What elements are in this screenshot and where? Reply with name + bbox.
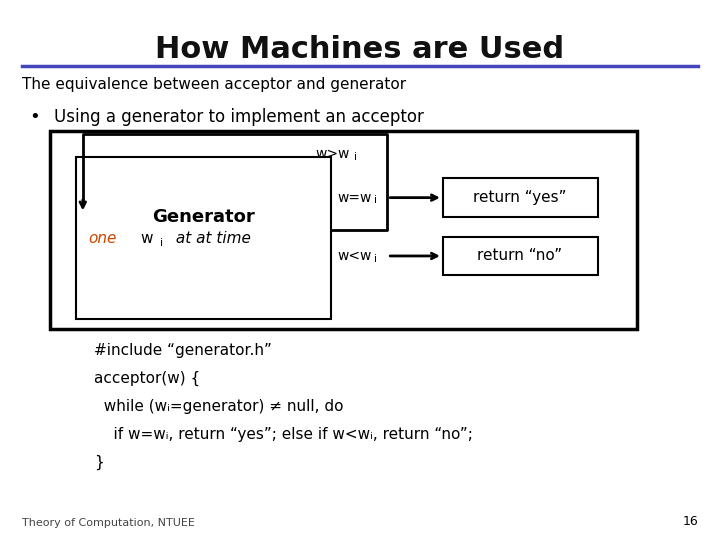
Text: if w=wᵢ, return “yes”; else if w<wᵢ, return “no”;: if w=wᵢ, return “yes”; else if w<wᵢ, ret…: [94, 427, 472, 442]
Text: at at time: at at time: [171, 231, 251, 246]
Text: i: i: [374, 254, 377, 264]
Text: i: i: [374, 195, 377, 205]
Text: return “yes”: return “yes”: [473, 190, 567, 205]
Text: Generator: Generator: [153, 208, 255, 226]
Text: The equivalence between acceptor and generator: The equivalence between acceptor and gen…: [22, 77, 406, 92]
Text: one: one: [88, 231, 116, 246]
FancyBboxPatch shape: [443, 237, 598, 275]
Text: Using a generator to implement an acceptor: Using a generator to implement an accept…: [54, 108, 424, 126]
Text: w>w: w>w: [315, 147, 350, 161]
Text: return “no”: return “no”: [477, 248, 562, 264]
Text: •: •: [29, 108, 40, 126]
Text: i: i: [354, 152, 357, 161]
FancyBboxPatch shape: [50, 131, 637, 329]
Text: How Machines are Used: How Machines are Used: [156, 35, 564, 64]
Text: acceptor(w) {: acceptor(w) {: [94, 371, 200, 386]
Text: w<w: w<w: [337, 249, 372, 263]
Text: 16: 16: [683, 515, 698, 528]
Text: #include “generator.h”: #include “generator.h”: [94, 343, 271, 358]
Text: while (wᵢ=generator) ≠ null, do: while (wᵢ=generator) ≠ null, do: [94, 399, 343, 414]
Text: }: }: [94, 455, 104, 470]
FancyBboxPatch shape: [76, 157, 331, 319]
Text: w=w: w=w: [337, 191, 372, 205]
FancyBboxPatch shape: [443, 178, 598, 217]
Text: i: i: [160, 238, 163, 248]
Text: Theory of Computation, NTUEE: Theory of Computation, NTUEE: [22, 518, 194, 528]
Text: w: w: [140, 231, 153, 246]
